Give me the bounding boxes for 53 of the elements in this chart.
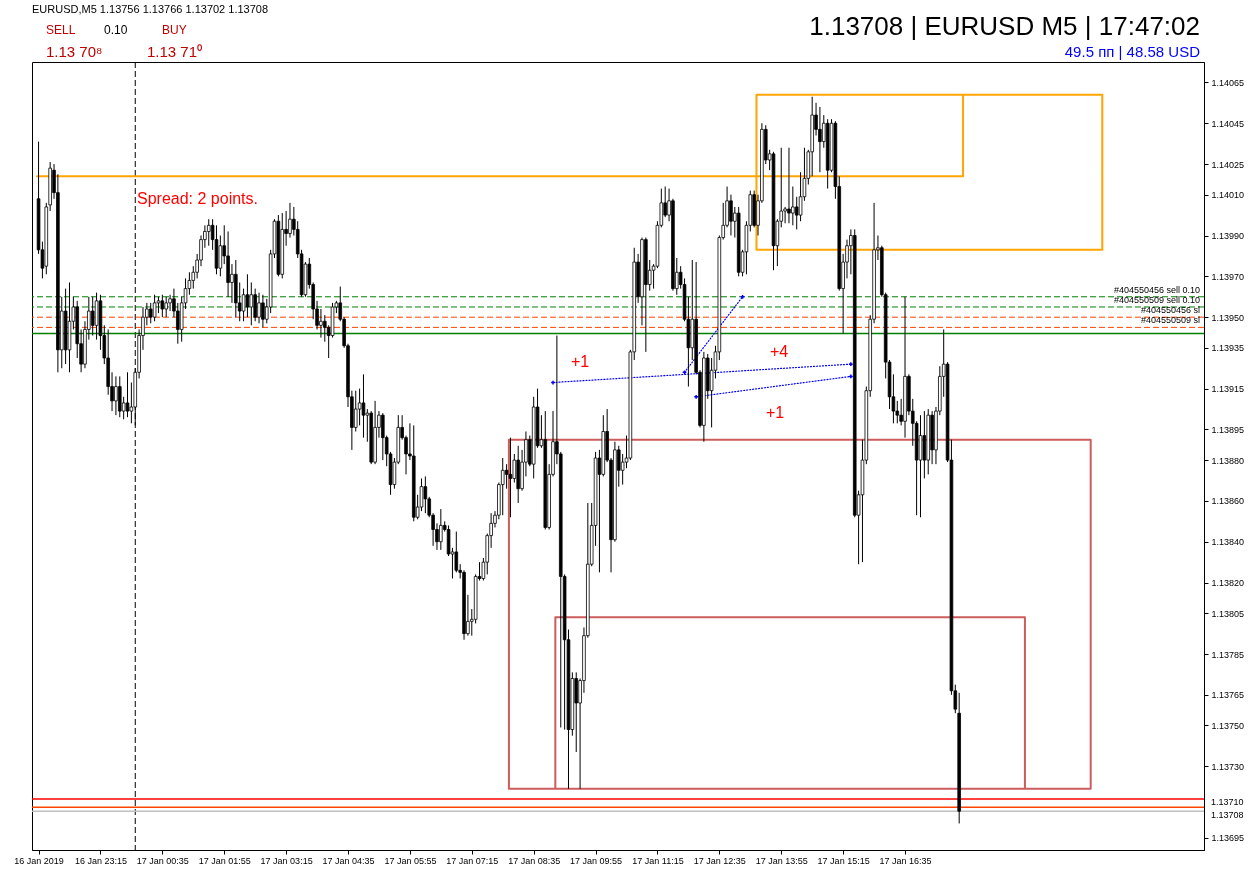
ref-line-label: #404550509 sl: [1140, 315, 1200, 326]
x-tick-label: 17 Jan 11:15: [632, 855, 684, 866]
y-tick-label: 1.13915: [1211, 384, 1245, 395]
x-tick-label: 17 Jan 13:55: [755, 855, 808, 866]
y-tick-label: 1.13935: [1211, 343, 1245, 354]
x-tick-label: 17 Jan 09:55: [570, 855, 623, 866]
text: 49.5 пп | 48.58 USD: [1064, 43, 1201, 60]
annotation: +4: [769, 343, 789, 360]
x-tick-label: 17 Jan 08:35: [508, 855, 561, 866]
x-tick-label: 17 Jan 00:35: [136, 855, 189, 866]
y-tick-label: 1.13950: [1211, 312, 1245, 323]
y-tick-label: 1.13895: [1211, 424, 1245, 435]
y-tick-label: 1.14065: [1211, 77, 1245, 88]
text: 1.13 71⁰: [147, 43, 203, 60]
y-tick-label: 1.13805: [1211, 608, 1245, 619]
y-tick-label: 1.13840: [1211, 537, 1245, 548]
y-tick-label: 1.13730: [1211, 761, 1245, 772]
annotation: Spread: 2 points.: [137, 190, 258, 207]
x-tick-label: 17 Jan 16:35: [879, 855, 932, 866]
x-tick-label: 17 Jan 05:55: [384, 855, 437, 866]
y-tick-label: 1.14010: [1211, 190, 1245, 201]
y-tick-label: 1.13820: [1211, 578, 1245, 589]
ref-line-label: 1.13708: [1211, 810, 1244, 821]
y-tick-label: 1.13860: [1211, 496, 1245, 507]
y-tick-label: 1.13970: [1211, 271, 1245, 282]
x-tick-label: 17 Jan 03:15: [260, 855, 313, 866]
x-tick-label: 16 Jan 2019: [14, 855, 64, 866]
x-tick-label: 16 Jan 23:15: [74, 855, 127, 866]
y-tick-label: 1.13990: [1211, 231, 1245, 242]
text: 0.10: [104, 23, 128, 37]
y-tick-label: 1.13785: [1211, 649, 1245, 660]
annotation: +1: [765, 404, 785, 421]
text: SELL: [46, 23, 76, 37]
y-tick-label: 1.13695: [1211, 833, 1245, 844]
x-tick-label: 17 Jan 01:55: [198, 855, 251, 866]
x-tick-label: 17 Jan 12:35: [693, 855, 746, 866]
x-tick-label: 17 Jan 15:15: [817, 855, 870, 866]
ref-line-label: #404550456 sl: [1140, 305, 1200, 316]
text: 1.13708 | EURUSD M5 | 17:47:02: [809, 11, 1200, 41]
text: BUY: [162, 23, 187, 37]
ref-line-label: #404550456 sell 0.10: [1113, 284, 1200, 295]
x-tick-label: 17 Jan 04:35: [322, 855, 375, 866]
annotation: +1: [570, 353, 590, 370]
text: 1.13 70⁸: [46, 43, 103, 60]
ref-line-label: 1.13710: [1211, 797, 1244, 808]
y-tick-label: 1.14045: [1211, 118, 1245, 129]
y-tick-label: 1.13880: [1211, 455, 1245, 466]
y-tick-label: 1.13750: [1211, 720, 1245, 731]
chart-title: EURUSD,M5 1.13756 1.13766 1.13702 1.13708: [32, 3, 269, 15]
y-tick-label: 1.13765: [1211, 690, 1245, 701]
y-tick-label: 1.14025: [1211, 159, 1245, 170]
x-tick-label: 17 Jan 07:15: [446, 855, 499, 866]
ref-line-label: #404550509 sell 0.10: [1113, 294, 1200, 305]
